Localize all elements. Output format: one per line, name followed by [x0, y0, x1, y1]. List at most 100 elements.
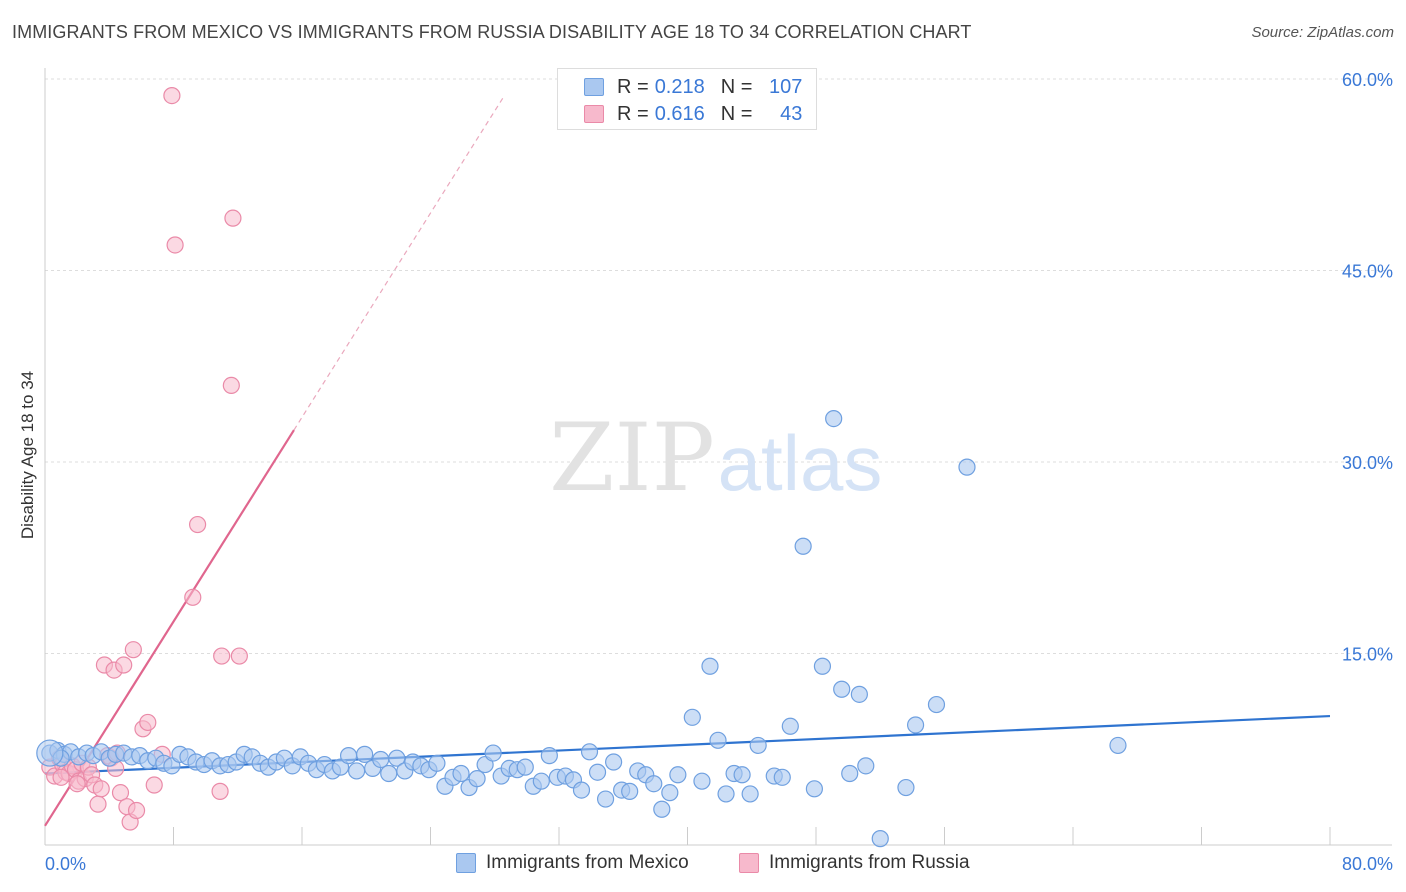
russia-point: [68, 775, 86, 793]
mexico-point: [348, 762, 366, 780]
legend-r-value: 0.218: [654, 75, 705, 98]
mexico-point: [709, 731, 727, 749]
mexico-point: [773, 768, 791, 786]
watermark: ZIP atlas: [549, 404, 882, 513]
russia-point: [224, 209, 242, 227]
mexico-point: [580, 743, 599, 761]
russia-point: [127, 801, 146, 820]
x-tick-label: 0.0%: [45, 854, 86, 874]
chart-source: Source: ZipAtlas.com: [1251, 24, 1394, 41]
mexico-point: [833, 680, 851, 698]
legend-n-label: N =: [720, 102, 753, 125]
mexico-point: [605, 753, 623, 771]
mexico-point: [857, 757, 875, 775]
russia-point: [184, 588, 202, 606]
russia-point: [213, 647, 231, 665]
mexico-point: [701, 657, 719, 675]
mexico-points: [36, 409, 1127, 848]
mexico-point: [871, 830, 889, 848]
mexico-point: [380, 764, 398, 783]
russia-points: [41, 86, 248, 831]
legend-r-label: R =: [617, 102, 649, 125]
mexico-point: [339, 747, 358, 765]
y-tick-label: 30.0%: [1342, 453, 1393, 473]
legend-swatch-russia: [739, 853, 759, 873]
legend-n-value: 107: [769, 75, 803, 98]
mexico-point: [693, 772, 711, 790]
mexico-point: [850, 685, 868, 703]
legend-item-russia[interactable]: Immigrants from Russia: [739, 852, 970, 874]
legend-series: Immigrants from Mexico Immigrants from R…: [0, 852, 1406, 878]
mexico-point: [749, 736, 767, 755]
mexico-point: [532, 772, 550, 790]
russia-point: [230, 647, 248, 665]
mexico-point: [516, 758, 534, 776]
mexico-point: [588, 763, 607, 781]
russia-point: [124, 641, 142, 659]
legend-swatch-russia: [584, 105, 604, 123]
x-tick-label: 80.0%: [1342, 854, 1393, 874]
russia-point: [115, 656, 133, 674]
russia-point: [188, 515, 207, 534]
mexico-point: [958, 458, 976, 476]
legend-n-label: N =: [720, 75, 753, 98]
mexico-point: [813, 657, 832, 675]
mexico-point: [36, 739, 64, 767]
mexico-point: [572, 781, 591, 799]
russia-point: [163, 86, 181, 105]
mexico-point: [596, 790, 615, 808]
mexico-point: [388, 749, 406, 767]
axis-layer: [44, 68, 1392, 846]
chart-title: IMMIGRANTS FROM MEXICO VS IMMIGRANTS FRO…: [12, 22, 972, 42]
mexico-point: [841, 764, 859, 783]
legend-r-label: R =: [617, 75, 649, 98]
mexico-point: [540, 747, 558, 765]
russia-point: [139, 713, 157, 732]
mexico-point: [621, 782, 639, 800]
y-tick-label: 15.0%: [1342, 645, 1393, 665]
mexico-point: [717, 785, 735, 803]
grid-layer: [45, 78, 1392, 654]
russia-point: [52, 768, 70, 786]
russia-point: [89, 795, 107, 813]
mexico-point: [452, 764, 470, 783]
mexico-point: [484, 744, 502, 762]
legend-swatch-mexico: [456, 853, 476, 873]
legend-n-value: 43: [780, 102, 803, 125]
watermark-atlas: atlas: [718, 419, 883, 507]
russia-point: [92, 780, 110, 798]
legend-row-russia: R = 0.616 N = 43: [584, 102, 803, 126]
legend-stats: R = 0.218 N = 107 R = 0.616 N = 43: [557, 68, 817, 130]
mexico-point: [653, 800, 671, 818]
mexico-point: [733, 766, 751, 784]
mexico-point: [927, 695, 946, 714]
legend-row-mexico: R = 0.218 N = 107: [584, 75, 803, 99]
mexico-point: [805, 780, 823, 798]
y-tick-label: 45.0%: [1342, 262, 1393, 282]
mexico-point: [897, 778, 915, 797]
watermark-zip: ZIP: [549, 404, 715, 513]
mexico-point: [669, 766, 687, 784]
russia-point: [145, 776, 163, 794]
legend-swatch-mexico: [584, 78, 604, 96]
mexico-point: [825, 409, 843, 428]
mexico-point: [372, 750, 390, 769]
legend-label-mexico: Immigrants from Mexico: [486, 852, 689, 873]
mexico-point: [683, 708, 701, 726]
russia-point: [211, 782, 229, 800]
mexico-point: [741, 785, 759, 803]
mexico-point: [468, 770, 486, 788]
mexico-point: [781, 717, 799, 735]
mexico-point: [661, 784, 679, 802]
mexico-point: [428, 754, 446, 772]
y-tick-label: 60.0%: [1342, 70, 1393, 90]
russia-point: [166, 236, 184, 254]
russia-point: [222, 376, 240, 394]
mexico-point: [1109, 736, 1127, 755]
mexico-point: [356, 745, 374, 763]
mexico-point: [794, 537, 812, 555]
russia-trend-extension: [293, 97, 504, 431]
legend-r-value: 0.616: [654, 102, 705, 125]
legend-item-mexico[interactable]: Immigrants from Mexico: [456, 852, 689, 874]
